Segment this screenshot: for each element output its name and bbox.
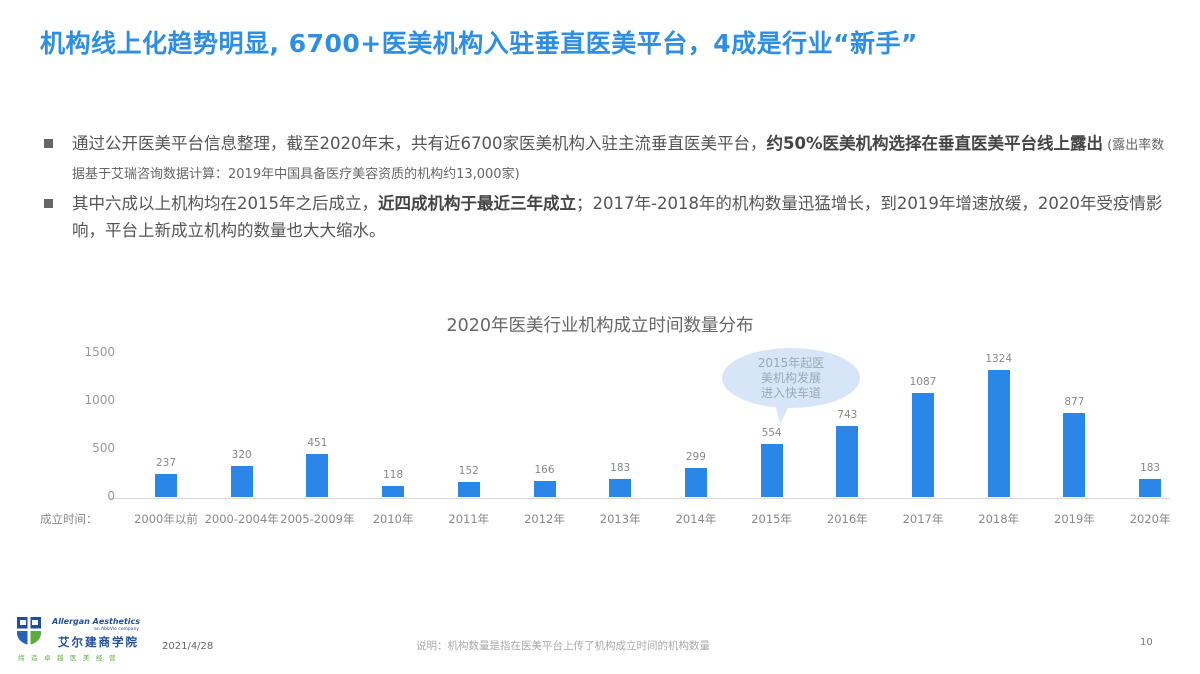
- bar: [457, 482, 480, 497]
- x-axis-title: 成立时间：: [40, 512, 98, 526]
- x-tick-label: 2010年: [372, 512, 414, 526]
- bar-value-label: 183: [610, 462, 631, 475]
- square-bullet-icon: [44, 139, 53, 148]
- logo-slogan: 缔造卓越医美经营: [18, 654, 122, 662]
- bullet-text: 其中六成以上机构均在2015年之后成立，: [72, 194, 378, 213]
- x-tick-label: 2014年: [675, 512, 717, 526]
- bar: [155, 474, 177, 497]
- y-tick-label: 1500: [84, 345, 115, 359]
- bar-value-label: 320: [231, 449, 252, 462]
- bullet-text-after: ；2017年-2018年的机构数量迅猛增长，到2019年增速放缓，2020年受疫…: [72, 194, 1163, 240]
- bar-value-label: 152: [458, 465, 479, 478]
- bar-value-label: 1087: [909, 375, 937, 388]
- bar: [912, 392, 934, 497]
- bullet-list: 通过公开医美平台信息整理，截至2020年末，共有近6700家医美机构入驻主流垂直…: [42, 130, 1172, 246]
- annotation-bubble: 2015年起医 美机构发展 进入快车道: [722, 348, 860, 408]
- bullet-text: 通过公开医美平台信息整理，截至2020年末，共有近6700家医美机构入驻主流垂直…: [72, 134, 767, 153]
- bar-value-label: 743: [837, 408, 858, 421]
- bar: [760, 443, 783, 497]
- shield-logo-icon: [17, 617, 41, 645]
- bar: [1063, 412, 1086, 497]
- x-tick-label: 2005-2009年: [280, 512, 355, 526]
- bar-value-label: 118: [383, 468, 404, 481]
- x-axis-line: [110, 498, 1170, 499]
- bullet-highlight: 约50%医美机构选择在垂直医美平台线上露出: [766, 134, 1103, 153]
- footer-note: 说明：机构数量是指在医美平台上传了机构成立时间的机构数量: [416, 640, 710, 652]
- bar-value-label: 166: [534, 464, 555, 477]
- x-tick-label: 2000年以前: [134, 512, 198, 526]
- x-tick-label: 2000-2004年: [204, 512, 279, 526]
- page-number: 10: [1140, 637, 1153, 648]
- annotation-line: 进入快车道: [760, 385, 821, 400]
- bar: [609, 479, 632, 497]
- bullet-note: (露出率数据基于艾瑞咨询数据计算：2019年中国具备医疗美容资质的机构约13,0…: [72, 138, 1165, 182]
- bar-value-label: 237: [155, 457, 177, 470]
- x-tick-label: 2018年: [978, 512, 1020, 526]
- logo-chinese-name: 艾尔建商学院: [58, 635, 139, 649]
- bullet-item-2: 其中六成以上机构均在2015年之后成立，近四成机构于最近三年成立；2017年-2…: [42, 190, 1172, 244]
- bar: [306, 453, 329, 497]
- x-tick-label: 2017年: [902, 512, 944, 526]
- x-tick-label: 2013年: [599, 512, 641, 526]
- logo-subtitle: an AbbVie company: [94, 627, 139, 632]
- slide-title: 机构线上化趋势明显, 6700+医美机构入驻垂直医美平台，4成是行业“新手”: [40, 29, 918, 58]
- chart-title: 2020年医美行业机构成立时间数量分布: [446, 316, 754, 336]
- bar: [987, 369, 1010, 497]
- x-tick-label: 2020年: [1129, 512, 1171, 526]
- annotation-line: 2015年起医: [757, 355, 825, 370]
- bar-value-label: 1324: [985, 352, 1013, 365]
- bar: [1139, 479, 1162, 497]
- annotation-line: 美机构发展: [760, 370, 821, 385]
- x-tick-label: 2015年: [751, 512, 792, 526]
- bar: [836, 425, 859, 497]
- bullet-highlight: 近四成机构于最近三年成立: [378, 194, 576, 213]
- bar-value-label: 183: [1140, 462, 1161, 475]
- bar: [382, 485, 405, 497]
- allergan-logo: Allergan Aesthetics an AbbVie company 艾尔…: [16, 616, 146, 664]
- x-tick-label: 2012年: [524, 512, 565, 526]
- logo-english-name: Allergan Aesthetics: [52, 617, 141, 626]
- x-tick-label: 2011年: [448, 512, 490, 526]
- bullet-item-1: 通过公开医美平台信息整理，截至2020年末，共有近6700家医美机构入驻主流垂直…: [42, 130, 1172, 188]
- bar: [230, 466, 253, 497]
- bar-value-label: 299: [685, 451, 706, 464]
- y-tick-label: 1000: [84, 393, 115, 407]
- y-tick-label: 500: [92, 441, 115, 455]
- y-tick-label: 0: [107, 489, 115, 503]
- bar: [684, 468, 707, 497]
- x-tick-label: 2016年: [826, 512, 868, 526]
- bar: [533, 481, 556, 497]
- bar-value-label: 451: [307, 436, 328, 449]
- bar-value-label: 877: [1064, 395, 1085, 408]
- footer-date: 2021/4/28: [162, 641, 214, 652]
- x-tick-label: 2019年: [1054, 512, 1095, 526]
- bar-value-label: 554: [761, 426, 782, 439]
- square-bullet-icon: [44, 199, 53, 208]
